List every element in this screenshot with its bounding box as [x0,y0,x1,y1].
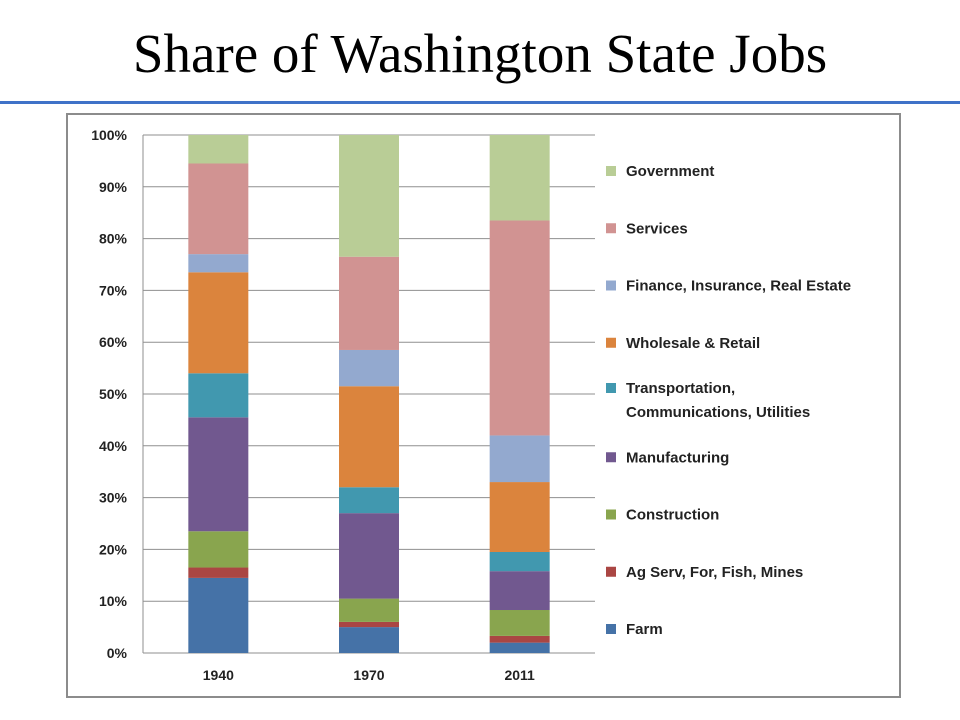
y-tick-label: 70% [99,282,128,298]
y-tick-label: 60% [99,334,128,350]
bar-ag-serv-for-fish-mines-1940 [188,567,249,578]
legend-label-transportation-communications-utilities: Transportation, Communications, Utilities [626,380,810,421]
legend-swatch-farm [606,624,616,634]
legend-label-manufacturing: Manufacturing [626,449,729,466]
y-tick-label: 50% [99,386,128,402]
legend-label-construction: Construction [626,507,719,524]
legend-swatch-government [606,166,616,176]
legend-swatch-wholesale-retail [606,337,616,348]
title-underline [0,101,960,104]
legend-label-government: Government [626,163,714,180]
legend-label-farm: Farm [626,621,663,638]
bar-services-2011 [489,220,550,436]
x-tick-label: 2011 [504,667,535,683]
bar-finance-insurance-real-estate-2011 [489,435,550,483]
bar-manufacturing-1970 [339,513,399,599]
bar-government-2011 [489,135,550,221]
y-tick-label: 30% [99,490,128,506]
chart-frame: 0% 10% 20% 30% 40% 50% 60% 70% 80% 90% 100% 1940 197… [66,113,901,698]
x-tick-label: 1940 [203,667,234,683]
bar-wholesale-retail-1940 [188,272,249,374]
x-tick-label: 1970 [353,667,384,683]
legend-swatch-transportation-communications-utilities [606,383,616,393]
bar-government-1970 [339,135,399,257]
bar-government-1940 [188,135,249,164]
stacked-bar-chart: 0% 10% 20% 30% 40% 50% 60% 70% 80% 90% 100% 1940 197… [91,127,851,683]
y-tick-label: 90% [99,179,128,195]
bar-wholesale-retail-1970 [339,386,399,488]
y-tick-label: 40% [99,438,128,454]
y-tick-label: 80% [99,231,128,247]
bar-transportation-communications-utilities-1970 [339,487,399,514]
bar-manufacturing-1940 [188,417,249,532]
bar-construction-2011 [489,610,550,636]
bar-finance-insurance-real-estate-1940 [188,254,249,273]
y-tick-label: 0% [107,645,128,661]
bar-services-1970 [339,256,399,350]
legend-swatch-construction [606,509,616,520]
bar-construction-1970 [339,598,399,622]
bar-wholesale-retail-2011 [489,482,550,552]
legend-label-ag-serv-for-fish-mines: Ag Serv, For, Fish, Mines [626,564,803,581]
slide-title: Share of Washington State Jobs [132,23,828,84]
y-tick-label: 20% [99,541,128,557]
y-tick-label: 10% [99,593,128,609]
bar-ag-serv-for-fish-mines-1970 [339,621,399,628]
legend-label-finance-insurance-real-estate: Finance, Insurance, Real Estate [626,278,851,295]
bar-farm-2011 [489,642,550,653]
bar-construction-1940 [188,531,249,568]
legend-swatch-ag-serv-for-fish-mines [606,566,616,577]
bar-manufacturing-2011 [489,571,550,611]
bar-farm-1940 [188,577,249,653]
legend-swatch-manufacturing [606,452,616,463]
bar-services-1940 [188,163,249,255]
legend-label-wholesale-retail: Wholesale & Retail [626,335,760,352]
legend-label-services: Services [626,220,688,237]
legend-swatch-services [606,223,616,234]
bar-finance-insurance-real-estate-1970 [339,349,399,387]
bar-transportation-communications-utilities-1940 [188,373,249,418]
bar-farm-1970 [339,627,399,653]
bar-ag-serv-for-fish-mines-2011 [489,635,550,643]
bar-transportation-communications-utilities-2011 [489,551,550,572]
legend-swatch-finance-insurance-real-estate [606,280,616,291]
y-tick-label: 100% [91,127,127,143]
